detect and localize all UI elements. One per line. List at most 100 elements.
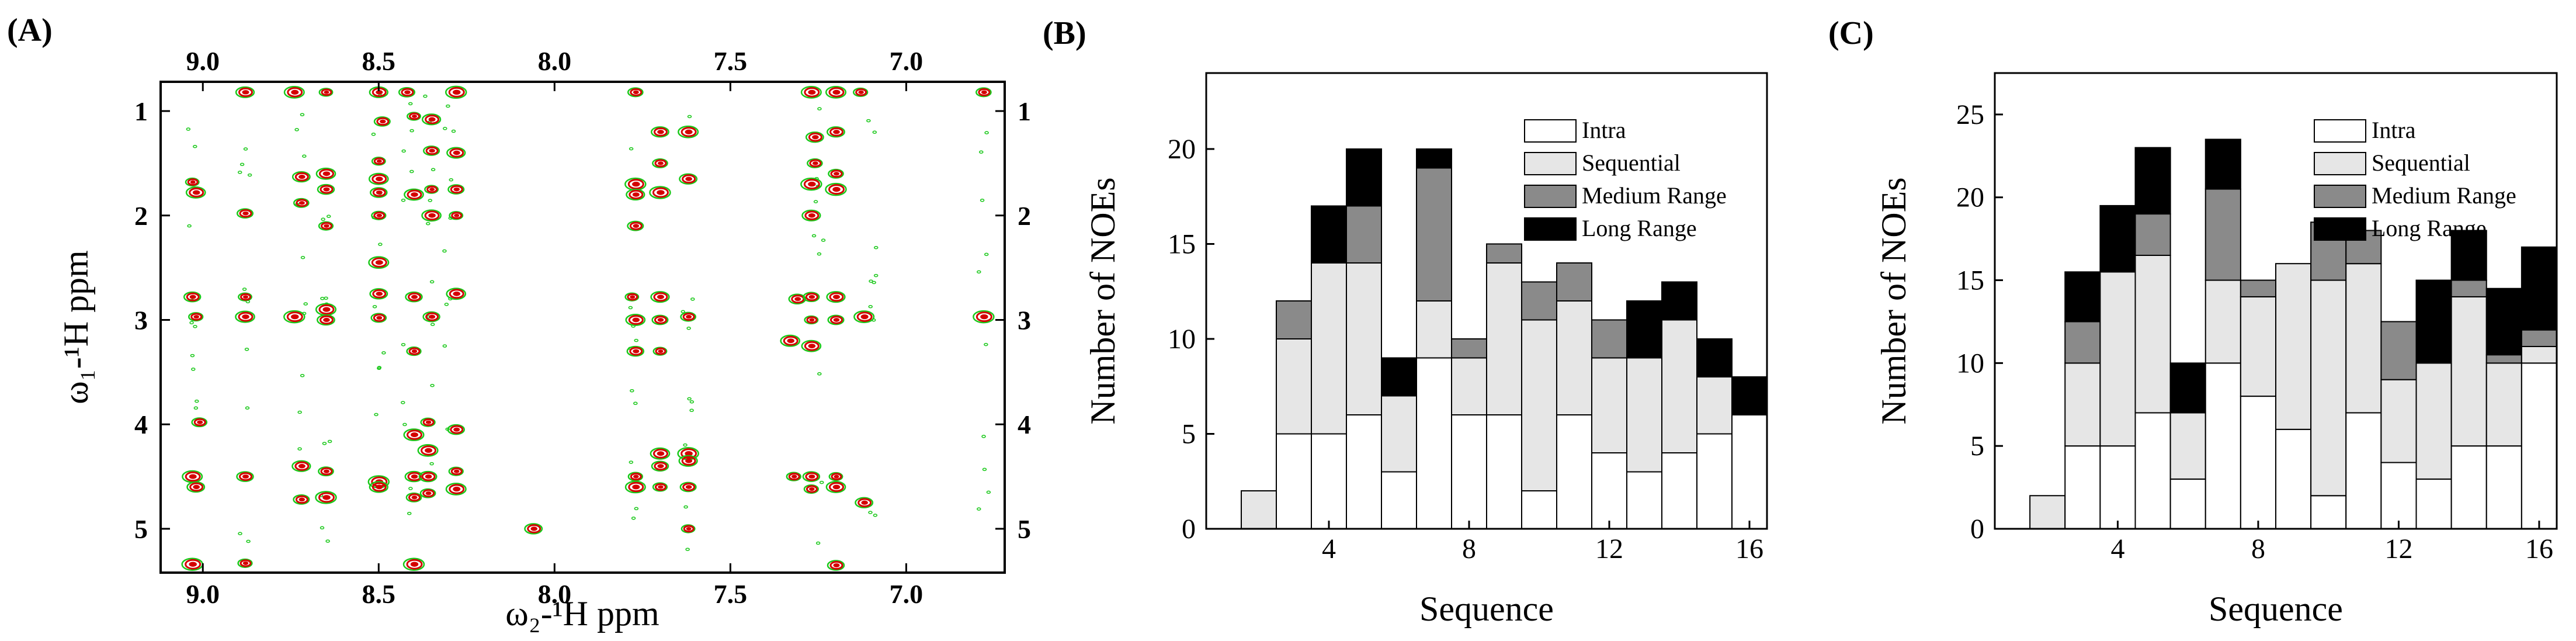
peak-contour-red-outer — [408, 347, 421, 355]
peak-contour-green — [420, 417, 436, 427]
peak-contour-red-outer — [372, 482, 387, 492]
y-tick-label-left: 1 — [134, 96, 148, 126]
nmr-peak — [852, 87, 869, 97]
peak-contour-red-outer — [856, 311, 873, 322]
peak-contour-green — [801, 209, 821, 221]
panel-c-bar-sequential — [2380, 379, 2417, 463]
noise-speck — [685, 548, 690, 551]
peak-contour-red-inner — [834, 474, 839, 479]
peak-contour-green — [317, 183, 335, 195]
peak-contour-red-inner — [322, 171, 331, 176]
noise-speck — [873, 514, 878, 517]
y-tick-label-right: 4 — [1018, 410, 1031, 439]
noise-speck — [189, 321, 194, 325]
peak-contour-green — [827, 560, 845, 571]
peak-contour-red-inner — [794, 297, 801, 302]
peak-contour-red-inner — [809, 487, 815, 491]
nmr-peak — [369, 288, 388, 300]
nmr-peak — [403, 428, 425, 441]
panel-c-x-tick-label: 8 — [2251, 533, 2265, 564]
peak-contour-red-outer — [286, 311, 303, 323]
noise-speck — [402, 422, 407, 427]
panel-c-y-tick-label: 10 — [1956, 348, 1984, 379]
peak-contour-red-outer — [450, 425, 464, 434]
peak-contour-green — [804, 315, 819, 325]
peak-contour-red-inner — [324, 90, 329, 94]
peak-contour-red-outer — [296, 199, 308, 207]
panel-b-bar-medium-range — [1521, 281, 1557, 321]
nmr-peak — [627, 472, 643, 481]
panel-c-bar-medium-range — [2380, 321, 2417, 380]
nmr-peak — [369, 481, 388, 493]
y-tick-label-left: 4 — [134, 410, 148, 439]
nmr-peak — [626, 188, 645, 201]
noise-speck — [371, 133, 376, 136]
peak-contour-red-inner — [242, 314, 249, 320]
peak-contour-green — [370, 187, 388, 198]
peak-contour-red-outer — [527, 524, 541, 533]
peak-contour-green — [191, 417, 208, 428]
peak-contour-red-outer — [318, 304, 335, 315]
peak-contour-green — [449, 211, 464, 220]
nmr-peak — [421, 113, 442, 126]
nmr-peak — [191, 417, 208, 428]
nmr-peak — [317, 183, 335, 195]
nmr-peak — [418, 470, 438, 483]
peak-contour-red-inner — [298, 497, 305, 502]
noise-speck — [690, 297, 695, 301]
peak-contour-green — [188, 312, 204, 322]
nmr-peak — [679, 173, 698, 185]
peak-contour-green — [373, 116, 391, 127]
panel-b-bar-intra — [1661, 452, 1697, 529]
panel-c-bar-long-range — [2450, 230, 2487, 281]
peak-contour-red-inner — [411, 192, 418, 197]
nmr-peak — [825, 86, 847, 99]
peak-contour-green — [404, 188, 424, 201]
nmr-peak — [236, 208, 254, 219]
peak-contour-red-inner — [657, 464, 664, 469]
peak-contour-green — [649, 186, 671, 199]
noise-speck — [631, 517, 636, 520]
panel-b-x-tick-label: 8 — [1462, 533, 1476, 564]
nmr-peak — [627, 220, 644, 231]
noise-speck — [377, 366, 381, 370]
peak-contour-red-outer — [401, 88, 414, 97]
peak-contour-red-outer — [239, 472, 252, 481]
noise-speck — [300, 374, 305, 377]
panel-c-letter: (C) — [1828, 15, 1874, 51]
peak-contour-red-inner — [404, 90, 411, 95]
nmr-peak — [404, 188, 424, 201]
nmr-peak — [420, 417, 436, 427]
noise-speck — [442, 344, 447, 348]
peak-contour-red-inner — [685, 485, 692, 489]
noise-speck — [321, 217, 325, 221]
peak-contour-red-inner — [833, 563, 840, 567]
panel-b-bar-intra — [1521, 490, 1557, 529]
peak-contour-red-inner — [658, 349, 664, 354]
peak-contour-red-outer — [788, 472, 800, 481]
peak-contour-red-inner — [197, 420, 203, 424]
noise-speck — [817, 107, 822, 110]
noise-speck — [408, 102, 413, 106]
panel-c-bars — [2029, 138, 2557, 530]
peak-contour-red-inner — [981, 90, 987, 95]
panel-b-bar-long-range — [1381, 357, 1417, 397]
peak-contour-red-inner — [808, 213, 815, 218]
panel-b-bar-intra — [1626, 471, 1662, 529]
nmr-peak — [801, 209, 821, 221]
peak-contour-red-outer — [655, 347, 666, 355]
panel-c-x-axis-label: Sequence — [2209, 590, 2343, 628]
peak-contour-red-inner — [632, 192, 640, 197]
peak-contour-red-inner — [411, 496, 418, 500]
peak-contour-red-outer — [829, 292, 844, 302]
peak-contour-red-inner — [428, 213, 436, 218]
nmr-peak — [181, 557, 203, 571]
noise-speck — [374, 413, 379, 417]
peak-contour-red-outer — [408, 292, 421, 302]
panel-c-bar-medium-range — [2204, 188, 2241, 281]
nmr-peak — [185, 186, 206, 199]
y-tick-label-right: 1 — [1018, 96, 1031, 126]
panel-c-y-tick-label: 5 — [1970, 431, 1984, 462]
panel-c-bar-intra — [2169, 478, 2206, 530]
peak-contour-red-outer — [681, 448, 697, 459]
